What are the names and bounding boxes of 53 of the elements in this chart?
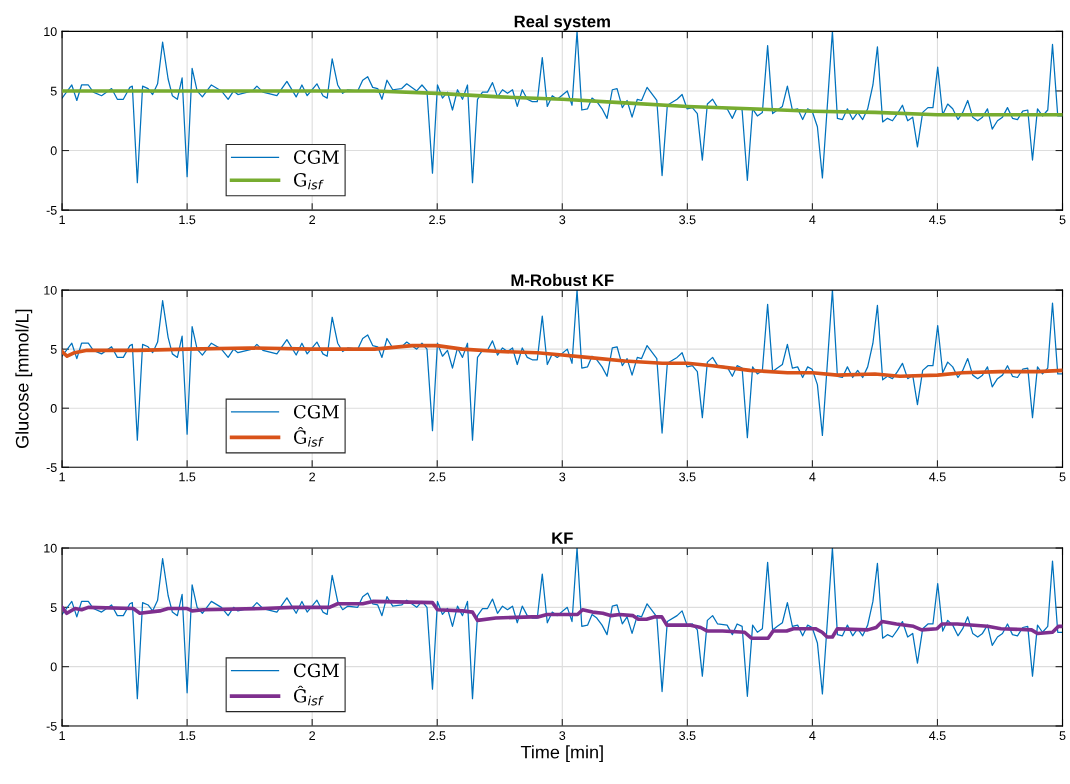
x-tick-label: 4.5 [929, 731, 946, 741]
legend-label: CGM [293, 663, 339, 678]
x-tick-label: 4.5 [929, 472, 946, 482]
y-tick-label: 10 [44, 27, 57, 37]
x-tick-label: 1.5 [179, 472, 196, 482]
legend-label: Ĝ$_{isf}$ [293, 685, 324, 706]
legend-label: CGM [293, 150, 339, 164]
y-axis-title: Glucose [mmol/L] [15, 309, 33, 448]
x-tick-label: 3 [559, 731, 566, 741]
y-tick-label: 5 [50, 86, 57, 96]
line-series [62, 599, 1063, 640]
y-tick-label: -5 [46, 721, 57, 731]
x-tick-label: 5 [1059, 731, 1066, 741]
line-series [62, 343, 1063, 379]
x-tick-label: 2 [309, 472, 316, 482]
x-tick-label: 1 [59, 215, 65, 225]
y-tick-label: 10 [44, 543, 57, 553]
y-tick-label: 5 [50, 345, 57, 354]
x-tick-label: 4 [809, 731, 816, 740]
y-tick-label: 10 [44, 285, 57, 295]
x-tick-label: 1.5 [179, 215, 196, 225]
x-tick-label: 5 [1059, 215, 1066, 225]
chart-title: Real system [514, 15, 610, 31]
x-tick-label: 3.5 [679, 731, 696, 741]
legend-label: Ĝ$_{isf}$ [293, 426, 324, 447]
x-tick-label: 3.5 [679, 215, 696, 225]
chart-title: M-Robust KF [511, 273, 614, 287]
y-tick-label: 5 [50, 603, 57, 612]
line-series [62, 89, 1063, 117]
x-tick-label: 2.5 [429, 472, 446, 482]
x-tick-label: 4.5 [929, 215, 946, 225]
legend-label: G$_{isf}$ [293, 173, 324, 190]
x-tick-label: 2 [309, 731, 316, 740]
y-tick-label: 0 [50, 662, 57, 672]
y-tick-label: 0 [50, 146, 57, 156]
x-tick-label: 4 [809, 215, 816, 225]
x-tick-label: 4 [809, 472, 816, 482]
y-tick-label: -5 [46, 206, 57, 215]
x-tick-label: 1 [59, 731, 65, 740]
x-tick-label: 2.5 [429, 731, 446, 741]
x-tick-label: 3 [559, 472, 566, 482]
x-tick-label: 2 [309, 215, 316, 225]
x-tick-label: 1 [59, 472, 65, 482]
x-tick-label: 1.5 [179, 731, 196, 741]
x-tick-label: 2.5 [429, 215, 446, 225]
x-tick-label: 3.5 [679, 472, 696, 482]
x-tick-label: 3 [559, 215, 566, 225]
chart-title: KF [552, 532, 573, 544]
y-tick-label: -5 [46, 463, 57, 472]
legend-label: CGM [293, 404, 339, 419]
x-axis-title: Time [min] [520, 745, 603, 763]
x-tick-label: 5 [1059, 472, 1066, 482]
y-tick-label: 0 [50, 404, 57, 413]
